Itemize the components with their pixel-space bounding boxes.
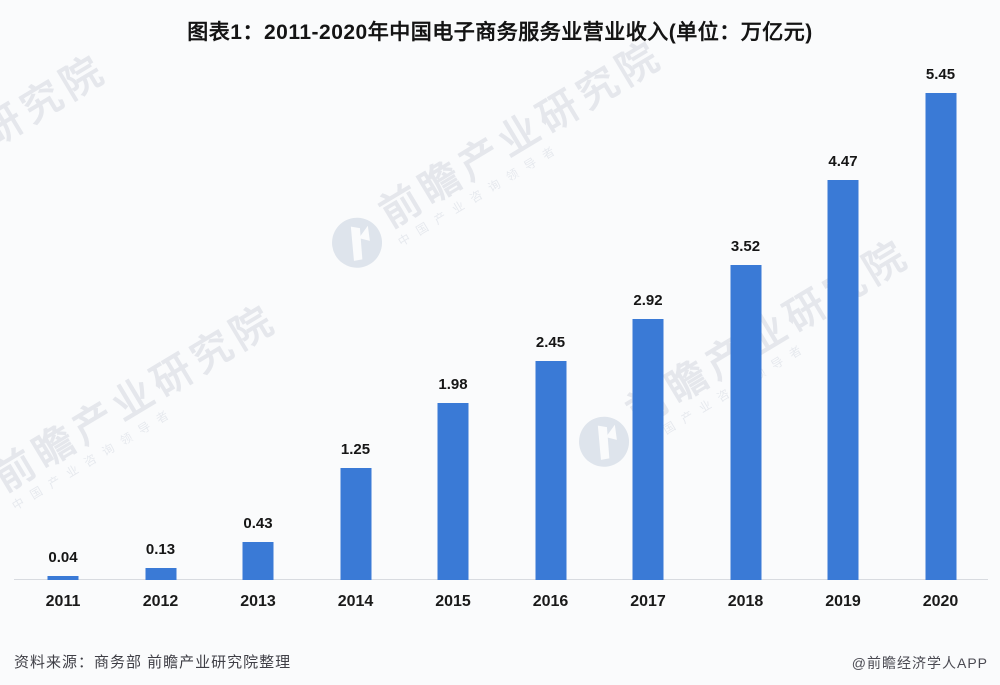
bar <box>925 92 956 580</box>
x-tick-label: 2012 <box>142 593 179 610</box>
chart-title: 图表1：2011-2020年中国电子商务服务业营业收入(单位：万亿元) <box>187 21 813 44</box>
bar-group: 1.25 <box>311 0 401 580</box>
bar-value-label: 1.98 <box>438 376 468 393</box>
bar <box>535 360 566 580</box>
bar-group: 2.45 <box>506 0 596 580</box>
credit-note: @前瞻经济学人APP <box>851 655 988 671</box>
bar <box>827 180 859 580</box>
bar-group: 1.98 <box>408 0 498 580</box>
x-tick-label: 2019 <box>825 593 861 610</box>
x-tick-label: 2011 <box>45 593 81 610</box>
source-note: 资料来源：商务部 前瞻产业研究院整理 <box>14 654 292 671</box>
bar-value-label: 5.45 <box>925 65 956 83</box>
x-tick-label: 2018 <box>727 593 764 610</box>
bar-value-label: 1.25 <box>340 441 371 459</box>
x-axis-line <box>14 579 988 580</box>
bar-value-label: 0.13 <box>145 541 176 559</box>
footer: 资料来源：商务部 前瞻产业研究院整理 @前瞻经济学人APP <box>0 641 1000 685</box>
bar-group: 0.13 <box>116 0 206 580</box>
x-tick-label: 2015 <box>435 593 471 610</box>
bar <box>242 541 274 580</box>
bar-group: 2.92 <box>603 0 693 580</box>
bar <box>437 403 469 580</box>
plot-area: 0.04 0.13 0.43 1.25 1.98 2.45 2.92 3.52 4.47 5.45 <box>14 0 988 580</box>
x-tick-label: 2016 <box>532 593 569 610</box>
x-tick-label: 2020 <box>922 593 959 610</box>
bar-group: 4.47 <box>798 0 888 580</box>
bar-group: 3.52 <box>701 0 791 580</box>
bar-value-label: 2.45 <box>535 333 566 351</box>
bar <box>145 568 176 580</box>
bar-value-label: 0.43 <box>243 514 273 532</box>
x-tick-label: 2014 <box>337 593 374 610</box>
bar-value-label: 3.52 <box>730 238 761 256</box>
bar <box>632 318 664 580</box>
bar-value-label: 4.47 <box>828 153 858 171</box>
bar <box>340 468 371 580</box>
x-axis-labels: 2011 2012 2013 2014 2015 2016 2017 2018 2019 2020 <box>0 592 1000 616</box>
bar-value-label: 2.92 <box>633 291 663 309</box>
x-tick-label: 2013 <box>240 593 276 610</box>
bar-group: 0.43 <box>213 0 303 580</box>
x-tick-label: 2017 <box>630 593 666 610</box>
bar-value-label: 0.04 <box>48 549 78 567</box>
bar-group: 0.04 <box>18 0 108 580</box>
bar <box>730 265 761 580</box>
bar-group: 5.45 <box>896 0 986 580</box>
bar <box>47 576 79 580</box>
